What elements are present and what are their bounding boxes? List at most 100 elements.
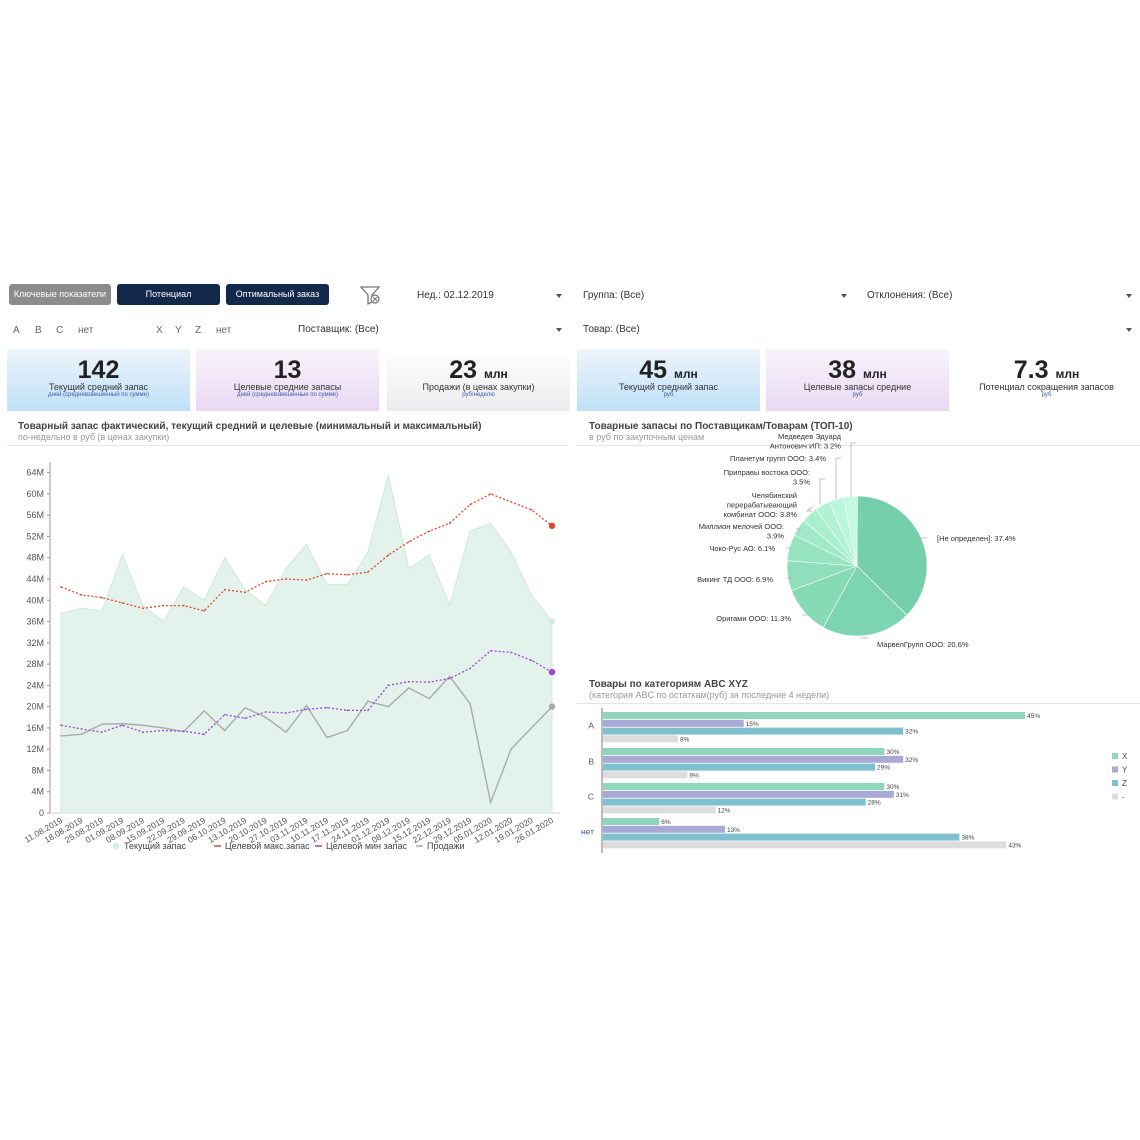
group-dropdown[interactable]: Группа: (Все) [583, 290, 645, 301]
abc-filter-c[interactable]: C [56, 325, 64, 336]
pie-label: Планетум групп ООО: 3.4% [730, 454, 826, 463]
optimal-order-button[interactable]: Оптимальный заказ [226, 284, 329, 305]
deviations-dropdown[interactable]: Отклонения: (Все) [867, 290, 953, 301]
series-sales-point [305, 704, 308, 707]
series-target-min-point [244, 717, 246, 720]
pie-chart-divider [577, 445, 1140, 446]
bar[interactable] [603, 748, 885, 755]
abc-filter-none[interactable]: нет [78, 325, 94, 336]
series-target-min-point [510, 651, 512, 654]
bar-legend-label: Y [1122, 766, 1128, 775]
kpi-sub: дней (средневзвешенный по сумме) [47, 392, 150, 398]
supplier-dropdown-chevron-icon[interactable] [556, 328, 562, 332]
y-tick-label: 24M [26, 680, 44, 690]
pie-slice[interactable] [843, 495, 858, 567]
y-tick-label: 56M [26, 510, 44, 520]
kpi-sub: руб [663, 392, 674, 398]
bar[interactable] [603, 818, 660, 825]
product-dropdown[interactable]: Товар: (Все) [583, 324, 640, 335]
kpi-label: Текущий средний запас [618, 382, 719, 392]
key-indicators-button[interactable]: Ключевые показатели [9, 284, 111, 305]
potential-button[interactable]: Потенциал [117, 284, 220, 305]
series-target-max-point [162, 604, 165, 607]
legend-label: Текущий запас [124, 841, 187, 851]
series-sales-point [203, 710, 206, 712]
bar-value-label: 9% [689, 772, 699, 779]
bar-value-label: 45% [1027, 713, 1040, 720]
series-target-min-point [182, 730, 185, 732]
bar[interactable] [603, 712, 1026, 719]
pie-slice[interactable] [822, 565, 908, 637]
bar[interactable] [603, 771, 688, 779]
pie-label: Челябинский перерабатывающий комбинат ООО:… [723, 491, 797, 519]
kpi-label: Потенциал сокращения запасов [979, 382, 1114, 392]
series-sales-point [121, 722, 124, 725]
xyz-filter-z[interactable]: Z [195, 325, 202, 336]
product-dropdown-chevron-icon[interactable] [1126, 328, 1132, 332]
abc-filter-b[interactable]: B [35, 325, 42, 336]
pie-slice[interactable] [856, 495, 928, 616]
kpi-value: 23 млн [449, 356, 508, 384]
bar[interactable] [603, 806, 716, 814]
bar-chart-title: Товары по категориям ABC XYZ [589, 679, 748, 690]
series-target-min-point [264, 711, 267, 713]
bar-category-label: C [588, 792, 594, 802]
bar[interactable] [603, 719, 744, 727]
bar[interactable] [603, 727, 904, 735]
y-tick-label: 8M [31, 765, 44, 775]
legend-label: Продажи [427, 841, 465, 851]
xyz-filter-x[interactable]: X [156, 325, 163, 336]
current-stock-point [121, 554, 124, 556]
current-stock-point [203, 599, 206, 602]
series-target-min-point [407, 680, 410, 683]
kpi-sub: руб [852, 392, 863, 398]
bar-value-label: 8% [680, 736, 690, 743]
series-target-max-point [530, 509, 533, 511]
bar[interactable] [603, 841, 1007, 849]
bar[interactable] [603, 783, 885, 790]
y-tick-label: 28M [26, 659, 44, 669]
current-stock-point [489, 522, 492, 524]
group-dropdown-chevron-icon[interactable] [841, 294, 847, 298]
current-stock-point [346, 583, 349, 586]
kpi-sub: дней (средневзвешенные по сумме) [236, 392, 339, 398]
bar-value-label: 13% [727, 827, 740, 834]
kpi-value: 38 млн [828, 356, 887, 384]
bar[interactable] [603, 825, 725, 833]
bar-category-label: B [588, 757, 594, 767]
series-sales-point [489, 801, 492, 804]
series-target-min-point [162, 729, 165, 732]
bar-legend-label: - [1122, 793, 1125, 802]
week-dropdown-chevron-icon[interactable] [556, 294, 562, 298]
xyz-filter-none[interactable]: нет [216, 325, 232, 336]
bar[interactable] [603, 755, 904, 763]
supplier-dropdown[interactable]: Поставщик: (Все) [298, 324, 379, 335]
bar-value-label: 32% [905, 757, 918, 764]
series-sales-point [60, 735, 62, 737]
kpi-value: 13 [273, 356, 302, 384]
bar[interactable] [603, 763, 876, 771]
series-target-max-point [448, 522, 451, 524]
xyz-filter-y[interactable]: Y [175, 325, 182, 336]
abc-filter-a[interactable]: A [13, 325, 20, 336]
kpi-label: Целевые запасы средние [803, 382, 912, 392]
current-stock-point [305, 543, 308, 546]
bar[interactable] [603, 798, 866, 806]
week-dropdown[interactable]: Нед.: 02.12.2019 [417, 290, 494, 301]
kpi-label: Целевые средние запасы [233, 382, 342, 392]
series-sales-point [387, 705, 390, 708]
deviations-dropdown-chevron-icon[interactable] [1126, 294, 1132, 298]
series-sales-point [367, 700, 369, 703]
clear-filter-icon[interactable] [358, 284, 382, 306]
current-stock-point [469, 530, 471, 532]
bar-value-label: 15% [746, 721, 759, 728]
series-target-max-point [142, 607, 144, 610]
series-target-min-point [489, 649, 492, 652]
y-tick-label: 20M [26, 702, 44, 712]
pie-chart-subtitle: в руб по закупочным ценам [589, 432, 705, 442]
bar[interactable] [603, 833, 960, 841]
bar[interactable] [603, 790, 894, 798]
line-chart-divider [7, 445, 567, 446]
bar[interactable] [603, 735, 679, 743]
pie-label: [Не определен]: 37.4% [937, 534, 1016, 543]
